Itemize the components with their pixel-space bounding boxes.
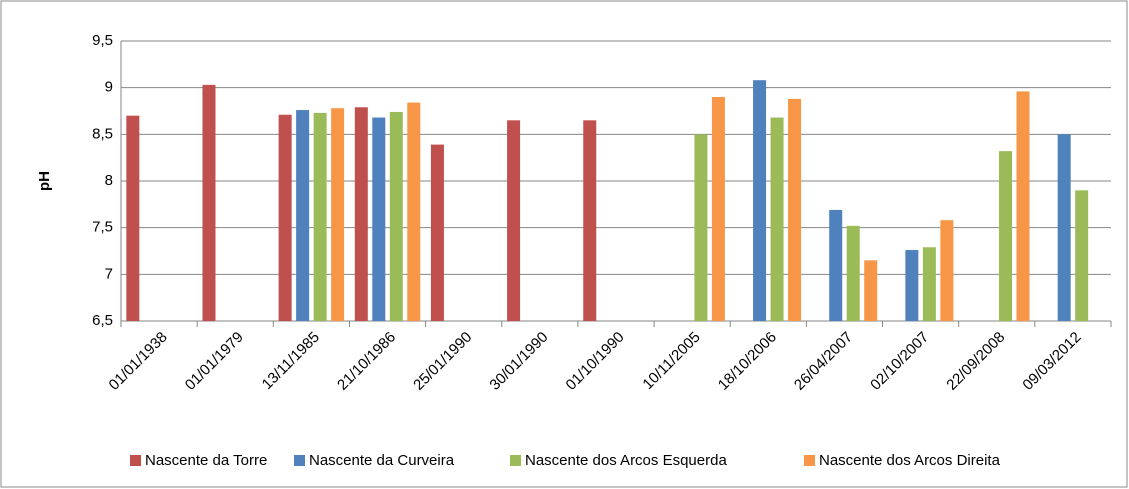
y-axis-label: pH — [36, 171, 53, 191]
legend-swatch — [130, 455, 141, 466]
bar — [753, 80, 767, 321]
bar — [770, 117, 784, 322]
y-tick-label: 9,5 — [92, 32, 113, 49]
bar — [296, 110, 310, 321]
y-tick-label: 9 — [105, 79, 113, 96]
bar — [940, 220, 954, 321]
legend-swatch — [294, 455, 305, 466]
bar — [389, 111, 403, 321]
legend-swatch — [510, 455, 521, 466]
bar — [711, 97, 725, 321]
bar — [507, 120, 521, 321]
bar — [1075, 190, 1089, 321]
legend-label: Nascente da Torre — [145, 452, 267, 469]
y-tick-label: 7,5 — [92, 219, 113, 236]
bar — [788, 98, 802, 321]
bar — [999, 151, 1013, 321]
bar — [126, 115, 140, 322]
y-tick-label: 7 — [105, 265, 113, 282]
bar — [583, 120, 597, 321]
bar — [407, 102, 421, 321]
legend-label: Nascente dos Arcos Esquerda — [525, 452, 727, 469]
bar — [372, 117, 386, 322]
bar — [864, 260, 878, 321]
legend-swatch — [804, 455, 815, 466]
y-tick-label: 8 — [105, 172, 113, 189]
bar — [694, 134, 708, 321]
bar — [331, 108, 345, 321]
bar — [829, 209, 843, 321]
bar — [313, 112, 327, 321]
bar — [278, 114, 292, 321]
bar — [430, 144, 444, 321]
bar — [202, 84, 216, 321]
legend-label: Nascente dos Arcos Direita — [819, 452, 1001, 469]
bar — [922, 247, 936, 321]
bar — [905, 250, 919, 321]
legend-label: Nascente da Curveira — [309, 452, 455, 469]
y-tick-label: 8,5 — [92, 125, 113, 142]
bar — [1057, 134, 1071, 321]
y-tick-label: 6,5 — [92, 312, 113, 329]
bar — [354, 107, 368, 322]
bar — [1016, 91, 1030, 322]
bar — [846, 225, 860, 321]
